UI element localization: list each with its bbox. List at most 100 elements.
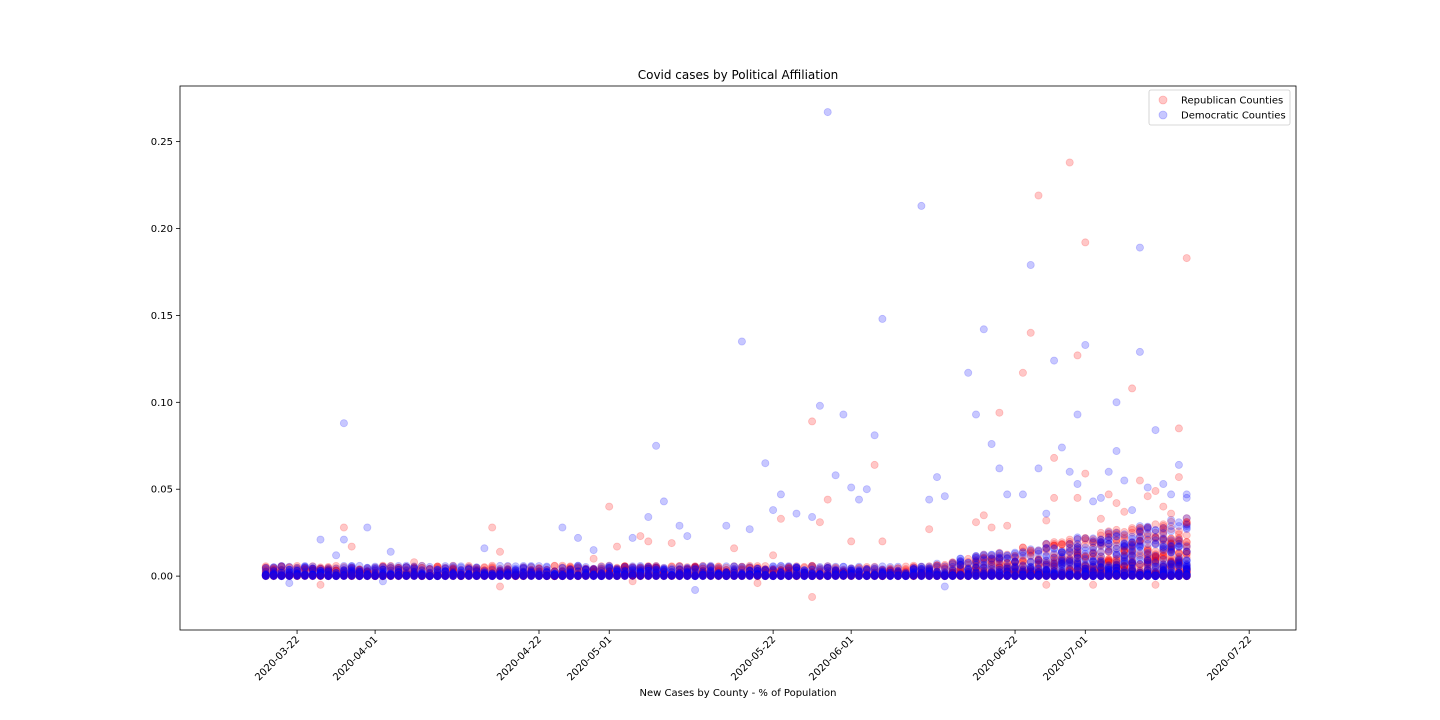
republican-point	[316, 564, 325, 573]
republican-point	[823, 495, 832, 504]
democratic-point	[1104, 562, 1113, 571]
republican-point	[332, 564, 341, 573]
democratic-point	[1174, 460, 1183, 469]
democratic-point	[355, 572, 364, 580]
democratic-point	[574, 572, 582, 580]
democratic-point	[691, 565, 700, 574]
republican-point	[378, 561, 387, 570]
democratic-point	[847, 565, 856, 574]
democratic-point	[261, 564, 270, 573]
democratic-point	[1026, 557, 1035, 566]
democratic-point	[277, 572, 286, 580]
democratic-point	[691, 572, 699, 580]
republican-point	[269, 564, 278, 573]
republican-point	[300, 563, 309, 572]
republican-point	[878, 537, 887, 546]
republican-point	[1128, 524, 1137, 533]
legend-label-democratic: Democratic Counties	[1181, 111, 1286, 122]
republican-point	[1167, 509, 1176, 518]
democratic-point	[987, 551, 996, 560]
democratic-point	[480, 572, 488, 580]
democratic-point	[574, 533, 583, 542]
democratic-point	[519, 572, 528, 580]
democratic-point	[933, 473, 942, 482]
democratic-point	[956, 572, 965, 580]
y-tick-label: 0.05	[151, 485, 173, 496]
democratic-point	[613, 572, 621, 580]
democratic-point	[839, 410, 848, 419]
legend: Republican Counties Democratic Counties	[1148, 89, 1291, 126]
republican-point	[410, 563, 419, 572]
democratic-point	[1018, 565, 1027, 574]
democratic-point	[1073, 572, 1082, 580]
democratic-point	[441, 572, 449, 580]
democratic-point	[363, 572, 371, 580]
democratic-point	[940, 565, 949, 574]
democratic-point	[1174, 536, 1183, 545]
republican-point	[339, 523, 348, 532]
democratic-point	[262, 572, 270, 580]
democratic-point	[371, 563, 380, 572]
republican-point	[316, 580, 325, 589]
democratic-point	[855, 572, 863, 580]
democratic-point	[1120, 572, 1128, 580]
democratic-point	[1159, 541, 1168, 550]
democratic-point	[378, 563, 387, 572]
republican-point	[1128, 384, 1137, 393]
republican-point	[1073, 493, 1082, 502]
democratic-point	[862, 485, 871, 494]
democratic-point	[511, 572, 520, 580]
republican-point	[293, 562, 302, 571]
democratic-point	[815, 564, 824, 573]
democratic-point	[1058, 572, 1066, 580]
democratic-point	[1174, 522, 1183, 531]
y-tick-label: 0.00	[151, 572, 173, 583]
democratic-point	[324, 564, 333, 573]
democratic-point	[1003, 563, 1012, 572]
democratic-point	[1034, 464, 1043, 473]
democratic-point	[683, 532, 692, 541]
democratic-point	[371, 562, 380, 571]
y-tick-label: 0.15	[151, 311, 173, 322]
democratic-point	[558, 523, 567, 532]
democratic-point	[1011, 572, 1019, 580]
democratic-point	[1073, 539, 1082, 548]
democratic-point	[402, 563, 411, 572]
democratic-point	[1003, 551, 1012, 560]
republican-point	[277, 562, 286, 571]
republican-point	[1120, 507, 1129, 516]
republican-point	[386, 561, 395, 570]
democratic-point	[269, 563, 278, 572]
republican-point	[644, 537, 653, 546]
republican-point	[1018, 368, 1027, 377]
democratic-point	[1096, 536, 1105, 545]
republican-point	[394, 563, 403, 572]
republican-point	[269, 563, 278, 572]
democratic-point	[332, 572, 340, 580]
democratic-point	[347, 564, 356, 573]
democratic-point	[995, 572, 1004, 580]
democratic-point	[1120, 476, 1129, 485]
democratic-point	[1112, 541, 1121, 550]
republican-point	[347, 564, 356, 573]
democratic-point	[940, 582, 949, 591]
democratic-point	[652, 441, 661, 450]
democratic-point	[363, 563, 372, 572]
republican-point	[995, 408, 1004, 417]
democratic-point	[1026, 260, 1035, 269]
democratic-point	[309, 572, 317, 580]
democratic-point	[339, 535, 348, 544]
republican-point	[1096, 514, 1105, 523]
democratic-point	[636, 562, 645, 571]
democratic-point	[941, 572, 949, 580]
democratic-point	[777, 572, 785, 580]
democratic-point	[1050, 557, 1059, 566]
democratic-point	[886, 572, 894, 580]
democratic-point	[551, 572, 559, 580]
democratic-point	[1089, 534, 1098, 543]
democratic-point	[745, 563, 754, 572]
democratic-point	[285, 572, 293, 580]
democratic-point	[847, 572, 855, 580]
democratic-point	[894, 572, 902, 580]
